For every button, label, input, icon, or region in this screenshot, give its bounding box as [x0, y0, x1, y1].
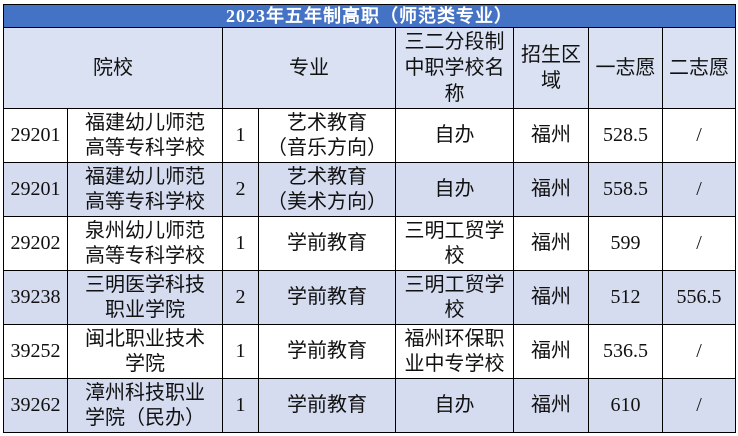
table-row: 39252 闽北职业技术 学院 1 学前教育 福州环保职 业中专学校 福州 53… — [3, 324, 736, 379]
cell-mid-school: 自办 — [395, 378, 514, 433]
cell-second-choice: / — [662, 108, 736, 163]
cell-first-choice: 512 — [588, 270, 663, 325]
cell-code: 39238 — [3, 270, 68, 325]
cell-school: 闽北职业技术 学院 — [67, 324, 223, 379]
cell-seq: 2 — [222, 270, 259, 325]
cell-region: 福州 — [513, 108, 589, 163]
cell-mid-school: 自办 — [395, 108, 514, 163]
cell-mid-school: 自办 — [395, 162, 514, 217]
table-row: 29201 福建幼儿师范 高等专科学校 2 艺术教育 （美术方向） 自办 福州 … — [3, 162, 736, 217]
cell-region: 福州 — [513, 216, 589, 271]
cell-mid-school: 三明工贸学 校 — [395, 270, 514, 325]
col-header-major: 专业 — [222, 27, 396, 109]
cell-mid-school: 三明工贸学 校 — [395, 216, 514, 271]
cell-school: 泉州幼儿师范 高等专科学校 — [67, 216, 223, 271]
cell-region: 福州 — [513, 162, 589, 217]
cell-major: 艺术教育 （美术方向） — [258, 162, 396, 217]
cell-region: 福州 — [513, 270, 589, 325]
cell-region: 福州 — [513, 378, 589, 433]
cell-major: 学前教育 — [258, 324, 396, 379]
header-row: 院校 专业 三二分段制 中职学校名 称 招生区 域 一志愿 二志愿 — [3, 27, 736, 109]
col-header-mid-school-name: 三二分段制 中职学校名 称 — [395, 27, 514, 109]
table-row: 29202 泉州幼儿师范 高等专科学校 1 学前教育 三明工贸学 校 福州 59… — [3, 216, 736, 271]
col-header-institution: 院校 — [3, 27, 223, 109]
cell-code: 39252 — [3, 324, 68, 379]
table-row: 29201 福建幼儿师范 高等专科学校 1 艺术教育 （音乐方向） 自办 福州 … — [3, 108, 736, 163]
cell-region: 福州 — [513, 324, 589, 379]
cell-second-choice: / — [662, 324, 736, 379]
cell-major: 艺术教育 （音乐方向） — [258, 108, 396, 163]
cell-school: 福建幼儿师范 高等专科学校 — [67, 162, 223, 217]
cell-seq: 1 — [222, 216, 259, 271]
cell-first-choice: 599 — [588, 216, 663, 271]
cell-second-choice: / — [662, 162, 736, 217]
cell-code: 29202 — [3, 216, 68, 271]
cell-second-choice: / — [662, 378, 736, 433]
cell-first-choice: 528.5 — [588, 108, 663, 163]
title-row: 2023年五年制高职（师范类专业） — [3, 4, 736, 28]
cell-code: 39262 — [3, 378, 68, 433]
cell-second-choice: / — [662, 216, 736, 271]
cell-code: 29201 — [3, 162, 68, 217]
admissions-score-table: 2023年五年制高职（师范类专业） 院校 专业 三二分段制 中职学校名 称 招生… — [3, 4, 736, 433]
cell-seq: 2 — [222, 162, 259, 217]
cell-major: 学前教育 — [258, 378, 396, 433]
cell-major: 学前教育 — [258, 216, 396, 271]
cell-first-choice: 536.5 — [588, 324, 663, 379]
col-header-region: 招生区 域 — [513, 27, 589, 109]
cell-school: 漳州科技职业 学院（民办） — [67, 378, 223, 433]
cell-first-choice: 558.5 — [588, 162, 663, 217]
cell-mid-school: 福州环保职 业中专学校 — [395, 324, 514, 379]
cell-second-choice: 556.5 — [662, 270, 736, 325]
cell-seq: 1 — [222, 108, 259, 163]
table-title: 2023年五年制高职（师范类专业） — [3, 4, 736, 28]
cell-school: 三明医学科技 职业学院 — [67, 270, 223, 325]
table-row: 39238 三明医学科技 职业学院 2 学前教育 三明工贸学 校 福州 512 … — [3, 270, 736, 325]
cell-code: 29201 — [3, 108, 68, 163]
table-row: 39262 漳州科技职业 学院（民办） 1 学前教育 自办 福州 610 / — [3, 378, 736, 433]
cell-seq: 1 — [222, 378, 259, 433]
cell-major: 学前教育 — [258, 270, 396, 325]
col-header-first-choice: 一志愿 — [588, 27, 663, 109]
cell-first-choice: 610 — [588, 378, 663, 433]
col-header-second-choice: 二志愿 — [662, 27, 736, 109]
cell-seq: 1 — [222, 324, 259, 379]
cell-school: 福建幼儿师范 高等专科学校 — [67, 108, 223, 163]
